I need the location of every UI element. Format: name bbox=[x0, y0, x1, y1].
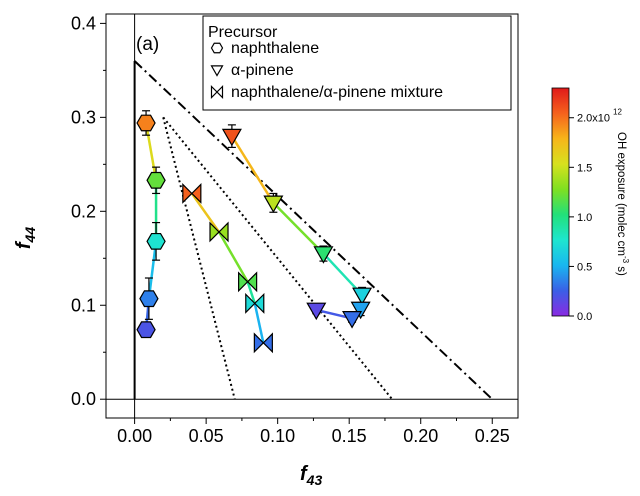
colorbar-bar bbox=[551, 87, 570, 317]
data-point-bowtie bbox=[245, 292, 265, 314]
data-point-bowtie bbox=[238, 271, 258, 293]
x-tick-label: 0.10 bbox=[260, 426, 295, 446]
data-point-hexagon bbox=[139, 290, 159, 308]
series-bowtie bbox=[182, 183, 273, 354]
data-point-triangle-down bbox=[221, 128, 242, 147]
series-group bbox=[136, 110, 373, 354]
data-point-triangle-down bbox=[313, 246, 334, 264]
x-axis-title: f43 bbox=[300, 463, 322, 488]
series-segment bbox=[272, 201, 325, 255]
data-point-triangle-down bbox=[306, 302, 327, 321]
y-tick-label: 0.2 bbox=[71, 201, 96, 221]
series-hexagon bbox=[136, 110, 166, 339]
series-segment bbox=[253, 303, 265, 344]
data-point-bowtie bbox=[182, 183, 202, 204]
data-point-triangle-down bbox=[342, 311, 363, 329]
triangle-lines bbox=[133, 60, 493, 400]
series-segment bbox=[190, 192, 221, 233]
legend-label: α-pinene bbox=[231, 62, 294, 79]
y-axis-title: f44 bbox=[13, 227, 38, 249]
axes: 0.00 0.05 0.10 0.15 0.20 0.25 0.0 0.1 0.2 0.3 0.4 f… bbox=[13, 13, 518, 488]
colorbar-tick-label: 1.0 bbox=[577, 212, 592, 224]
x-tick-label: 0.20 bbox=[403, 426, 438, 446]
x-axis-title-sub: 43 bbox=[306, 472, 323, 488]
triangle-line bbox=[162, 116, 393, 400]
plot-frame bbox=[105, 13, 519, 419]
data-point-hexagon bbox=[146, 232, 166, 250]
series-segment bbox=[217, 231, 249, 283]
data-point-hexagon bbox=[146, 171, 166, 189]
panel-label: (a) bbox=[136, 34, 159, 55]
data-point-bowtie bbox=[209, 221, 229, 243]
y-tick-label: 0.3 bbox=[71, 107, 96, 127]
legend-label: naphthalene/α-pinene mixture bbox=[231, 84, 443, 101]
x-tick-label: 0.15 bbox=[332, 426, 367, 446]
x-tick-label: 0.25 bbox=[475, 426, 510, 446]
data-point-bowtie bbox=[253, 332, 273, 354]
legend-label: naphthalene bbox=[231, 40, 319, 57]
data-point-triangle-down bbox=[350, 301, 371, 320]
colorbar-tick-exponent: 12 bbox=[613, 108, 622, 117]
series-segment bbox=[144, 122, 158, 181]
data-point-hexagon bbox=[136, 321, 156, 339]
colorbar-label-main: OH exposure (molec cm bbox=[615, 132, 627, 256]
colorbar-tick-label: 1.5 bbox=[577, 162, 592, 174]
x-axis-title-main: f bbox=[300, 463, 309, 485]
legend-marker-triangle-down bbox=[210, 65, 224, 77]
x-tick-label: 0.05 bbox=[189, 426, 224, 446]
legend-box bbox=[202, 15, 512, 111]
legend-marker-hexagon bbox=[210, 42, 224, 54]
colorbar-tick-label: 0.5 bbox=[577, 261, 592, 273]
data-point-hexagon bbox=[136, 114, 156, 132]
y-tick-label: 0.4 bbox=[71, 13, 96, 33]
colorbar-label: OH exposure (molec cm-3 s) bbox=[615, 132, 630, 276]
series-segment bbox=[246, 281, 256, 304]
legend-marker-bowtie bbox=[210, 85, 224, 99]
triangle-line bbox=[162, 117, 236, 400]
colorbar-tick-label: 2.0x10 bbox=[577, 113, 610, 125]
series-segment bbox=[147, 241, 158, 299]
triangle-line bbox=[133, 60, 493, 400]
y-axis-title-sub: 44 bbox=[22, 227, 38, 244]
y-tick-label: 0.0 bbox=[71, 389, 96, 409]
colorbar-tick-label: 0.0 bbox=[577, 311, 592, 323]
y-tick-label: 0.1 bbox=[71, 295, 96, 315]
legend-title: Precursor bbox=[208, 24, 278, 41]
series-segment bbox=[230, 135, 275, 204]
series-triangle-down bbox=[221, 124, 373, 329]
data-point-triangle-down bbox=[352, 287, 373, 306]
y-axis-title-main: f bbox=[13, 240, 35, 249]
data-point-triangle-down bbox=[263, 195, 284, 214]
colorbar-label-end: s) bbox=[615, 263, 627, 276]
colorbar-label-sup: -3 bbox=[621, 256, 630, 264]
x-tick-label: 0.00 bbox=[117, 426, 152, 446]
